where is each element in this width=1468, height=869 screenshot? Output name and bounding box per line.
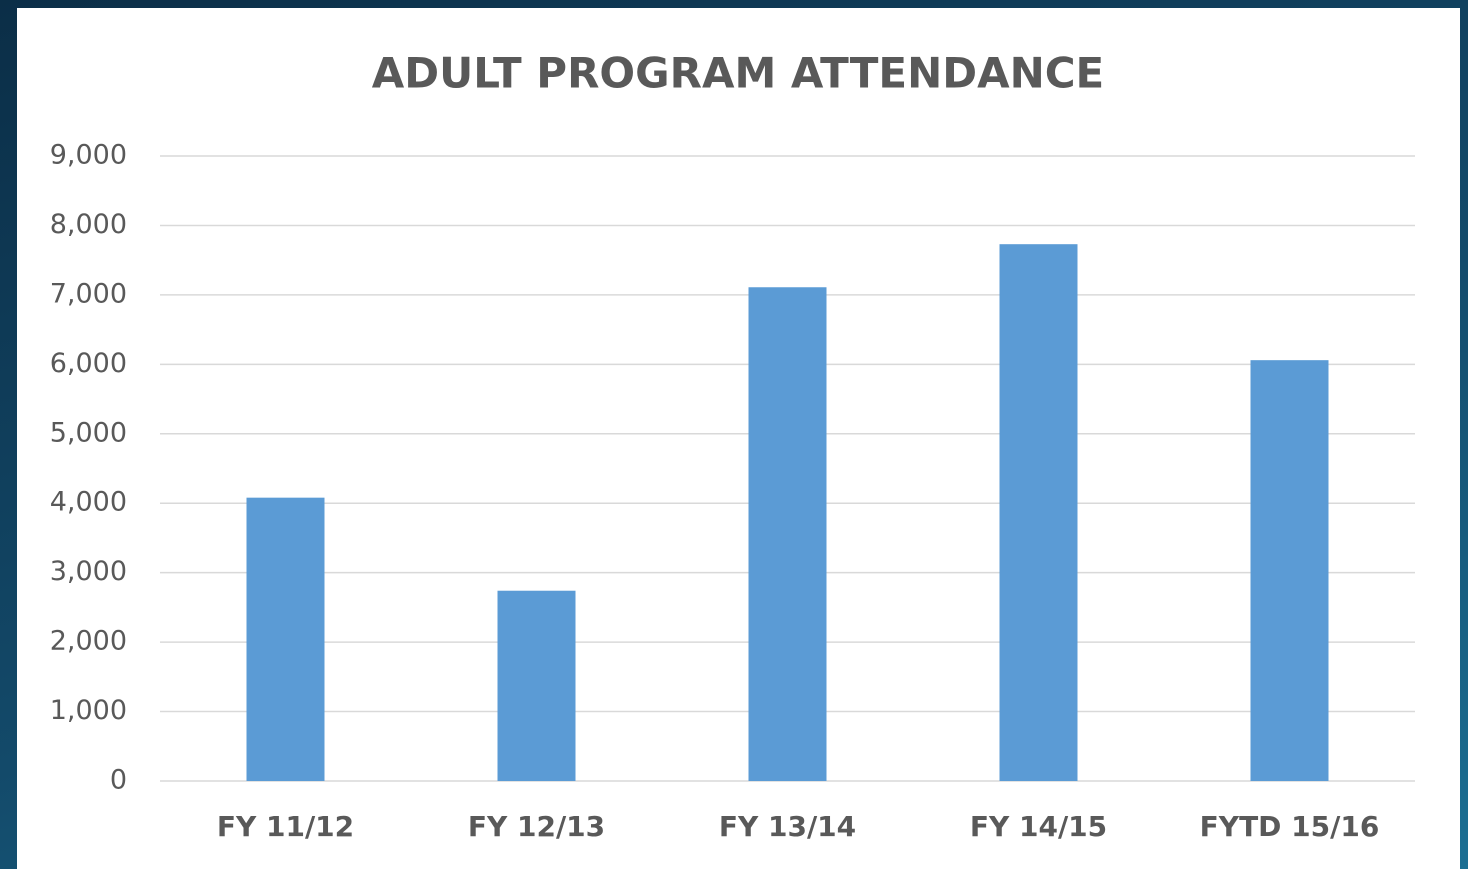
- x-tick-label: FY 11/12: [217, 810, 354, 843]
- y-tick-label: 5,000: [50, 417, 127, 448]
- chart-title: ADULT PROGRAM ATTENDANCE: [372, 49, 1105, 98]
- bar: [1250, 360, 1329, 781]
- bar: [999, 244, 1078, 781]
- y-tick-label: 8,000: [50, 209, 127, 240]
- bar: [497, 590, 576, 781]
- y-tick-label: 1,000: [50, 695, 127, 726]
- bar: [246, 497, 325, 781]
- x-tick-label: FY 13/14: [719, 810, 856, 843]
- y-tick-label: 4,000: [50, 487, 127, 518]
- y-tick-label: 9,000: [50, 140, 127, 171]
- y-tick-label: 6,000: [50, 348, 127, 379]
- y-tick-label: 0: [110, 765, 127, 796]
- x-tick-label: FY 14/15: [970, 810, 1107, 843]
- x-tick-label: FYTD 15/16: [1200, 810, 1380, 843]
- y-tick-label: 3,000: [50, 556, 127, 587]
- y-tick-label: 7,000: [50, 278, 127, 309]
- x-tick-label: FY 12/13: [468, 810, 605, 843]
- y-tick-label: 2,000: [50, 626, 127, 657]
- bar: [748, 287, 827, 781]
